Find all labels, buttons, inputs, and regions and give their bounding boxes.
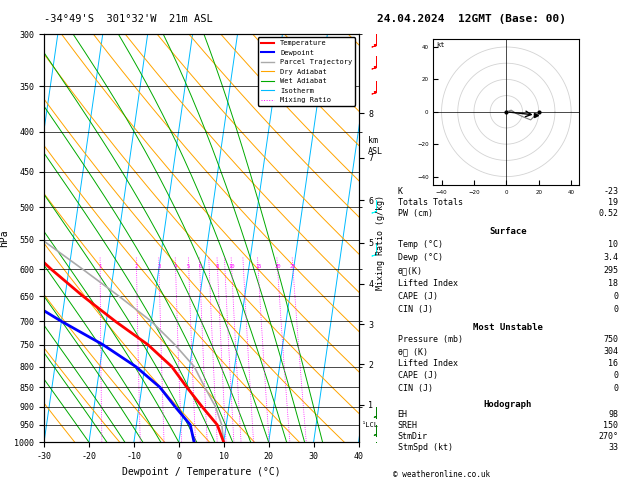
Text: 270°: 270° — [598, 432, 618, 441]
Text: 150: 150 — [603, 421, 618, 430]
Text: StmSpd (kt): StmSpd (kt) — [398, 443, 453, 452]
Text: 19: 19 — [608, 198, 618, 207]
Text: -23: -23 — [603, 187, 618, 196]
Text: -34°49'S  301°32'W  21m ASL: -34°49'S 301°32'W 21m ASL — [44, 14, 213, 24]
Text: Pressure (mb): Pressure (mb) — [398, 335, 463, 344]
Text: 0: 0 — [613, 371, 618, 381]
Text: 0: 0 — [613, 293, 618, 301]
Text: ¹LCL: ¹LCL — [362, 422, 379, 428]
Text: CAPE (J): CAPE (J) — [398, 371, 438, 381]
Text: 0: 0 — [613, 305, 618, 314]
Text: Most Unstable: Most Unstable — [473, 323, 543, 332]
Text: Lifted Index: Lifted Index — [398, 279, 458, 288]
Text: 16: 16 — [608, 359, 618, 368]
Text: CAPE (J): CAPE (J) — [398, 293, 438, 301]
Text: Temp (°C): Temp (°C) — [398, 241, 443, 249]
Text: θᴄ (K): θᴄ (K) — [398, 347, 428, 356]
Text: 750: 750 — [603, 335, 618, 344]
Text: 18: 18 — [608, 279, 618, 288]
Text: 15: 15 — [255, 264, 262, 269]
Text: 5: 5 — [187, 264, 191, 269]
Text: StmDir: StmDir — [398, 432, 428, 441]
Text: 10: 10 — [228, 264, 235, 269]
Text: 20: 20 — [274, 264, 281, 269]
Text: Hodograph: Hodograph — [484, 399, 532, 409]
X-axis label: Dewpoint / Temperature (°C): Dewpoint / Temperature (°C) — [122, 467, 281, 477]
Text: PW (cm): PW (cm) — [398, 208, 433, 218]
Text: 4: 4 — [174, 264, 177, 269]
Text: 24.04.2024  12GMT (Base: 00): 24.04.2024 12GMT (Base: 00) — [377, 14, 566, 24]
Text: 8: 8 — [216, 264, 219, 269]
Text: SREH: SREH — [398, 421, 418, 430]
Text: kt: kt — [437, 42, 445, 48]
Text: 3: 3 — [157, 264, 160, 269]
Text: 25: 25 — [290, 264, 296, 269]
Text: CIN (J): CIN (J) — [398, 305, 433, 314]
Text: 3.4: 3.4 — [603, 254, 618, 262]
Text: 0.52: 0.52 — [598, 208, 618, 218]
Text: 0: 0 — [613, 383, 618, 393]
Text: Surface: Surface — [489, 227, 526, 237]
Text: 33: 33 — [608, 443, 618, 452]
Text: CIN (J): CIN (J) — [398, 383, 433, 393]
Text: θᴄ(K): θᴄ(K) — [398, 266, 423, 276]
Text: 10: 10 — [608, 241, 618, 249]
Legend: Temperature, Dewpoint, Parcel Trajectory, Dry Adiabat, Wet Adiabat, Isotherm, Mi: Temperature, Dewpoint, Parcel Trajectory… — [258, 37, 355, 106]
Text: 98: 98 — [608, 410, 618, 419]
Text: K: K — [398, 187, 403, 196]
Text: 2: 2 — [135, 264, 138, 269]
Text: Dewp (°C): Dewp (°C) — [398, 254, 443, 262]
Y-axis label: hPa: hPa — [0, 229, 9, 247]
Text: EH: EH — [398, 410, 408, 419]
Text: © weatheronline.co.uk: © weatheronline.co.uk — [393, 469, 490, 479]
Text: 6: 6 — [198, 264, 201, 269]
Text: Totals Totals: Totals Totals — [398, 198, 463, 207]
Text: km
ASL: km ASL — [368, 136, 383, 156]
Text: Lifted Index: Lifted Index — [398, 359, 458, 368]
Text: 295: 295 — [603, 266, 618, 276]
Text: 1: 1 — [99, 264, 102, 269]
Text: 304: 304 — [603, 347, 618, 356]
Text: Mixing Ratio (g/kg): Mixing Ratio (g/kg) — [376, 195, 385, 291]
